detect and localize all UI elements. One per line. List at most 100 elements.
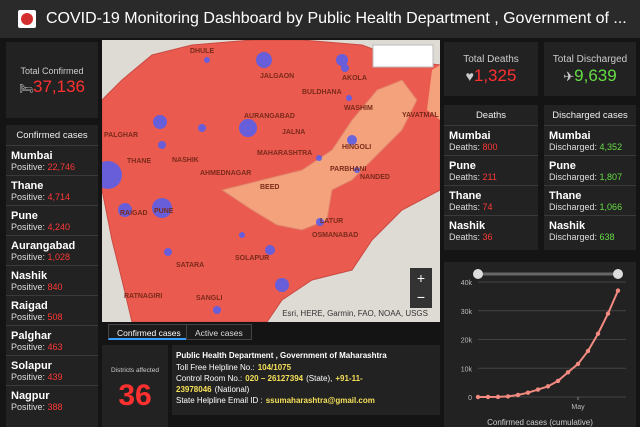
map-label: PARBHANI [330,166,367,173]
map-label: PALGHAR [104,132,139,139]
list-item: Mumbai Discharged: 4,352 [544,125,636,155]
deaths-list: Deaths Mumbai Deaths: 800 Pune Deaths: 211 T… [444,105,538,250]
map-label: RATNAGIRI [124,293,163,300]
item-value: 4,352 [599,142,623,152]
item-label: Positive: [11,372,46,382]
map-canvas: + − [102,40,440,322]
map-label: RAIGAD [120,210,148,217]
map-label: LATUR [320,218,344,225]
point [475,394,481,400]
map-label: PUNE [154,208,174,215]
item-label: Positive: [11,342,46,352]
item-name: Thane [449,190,482,202]
item-name: Nashik [449,220,486,232]
item-name: Thane [549,190,582,202]
info-line: 23978046 (National) [176,385,252,394]
item-value: 4,240 [47,222,71,232]
svg-text:+: + [417,270,425,286]
total-confirmed: Total Confirmed 🛏37,136 [6,42,98,118]
map-label: HINGOLI [342,144,372,151]
item-value: 840 [47,282,63,292]
header-bar: COVID-19 Monitoring Dashboard by Public … [0,0,640,38]
item-detail: Discharged: 1,807 [549,172,631,182]
item-name: Aurangabad [11,240,76,252]
x-tick-label: May [571,404,585,411]
list-item: Thane Discharged: 1,066 [544,185,636,215]
list-item: Pune Discharged: 1,807 [544,155,636,185]
item-name: Pune [549,160,576,172]
item-label: Discharged: [549,202,598,212]
attribution: Esri, HERE, Garmin, FAO, NOAA, USGS [282,309,428,318]
label: Total Discharged [552,54,628,65]
item-name: Nashik [549,220,586,232]
item-detail: Deaths: 800 [449,142,533,152]
item-name: Raigad [11,300,48,312]
item-detail: Positive: 388 [11,402,93,412]
item-value: 463 [47,342,63,352]
value: 36 [118,379,152,412]
item-detail: Deaths: 211 [449,172,533,182]
info-line: Toll Free Helpline No.: 104/1075 [176,363,294,372]
item-value: 22,746 [47,162,76,172]
item-detail: Positive: 439 [11,372,93,382]
map-label: THANE [127,158,152,165]
chart: 0 10k 20k 30k 40k May Confirmed cases (cumulat… [461,269,626,427]
point [495,394,501,400]
item-label: Positive: [11,402,46,412]
item-value: 1,066 [599,202,623,212]
list-item: Nashik Deaths: 36 [444,215,538,245]
item-label: Deaths: [449,142,481,152]
map-label: AKOLA [342,75,367,82]
item-value: 1,028 [47,252,71,262]
item-detail: Deaths: 36 [449,232,533,242]
list-item: Nashik Discharged: 638 [544,215,636,245]
info-text: (State), [306,374,333,383]
map-tab[interactable]: Confirmed cases [108,324,190,340]
item-label: Positive: [11,192,46,202]
list-item: Mumbai Positive: 22,746 [6,145,98,175]
item-detail: Discharged: 1,066 [549,202,631,212]
item-name: Mumbai [11,150,53,162]
item-detail: Discharged: 638 [549,232,631,242]
item-label: Discharged: [549,232,598,242]
map-label: AHMEDNAGAR [200,170,252,177]
point [595,331,601,336]
info-text: (National) [214,385,250,394]
point [605,311,611,316]
point [565,370,571,375]
number: 1,325 [473,66,517,85]
point [615,288,621,293]
chart-title: Confirmed cases (cumulative) [487,418,593,427]
list-items: Mumbai Deaths: 800 Pune Deaths: 211 Thane Dea… [444,125,538,245]
number: 37,136 [32,77,85,96]
map-label: BEED [260,184,280,191]
point [505,394,511,399]
map-tab[interactable]: Active cases [186,324,252,340]
item-value: 211 [482,172,497,182]
map-label: WASHIM [344,105,373,112]
svg-text:−: − [417,289,425,305]
list-item: Nagpur Positive: 388 [6,385,98,415]
header-title: COVID-19 Monitoring Dashboard by Public … [46,10,627,27]
map-label: MAHARASHTRA [257,150,313,157]
list-items: Mumbai Discharged: 4,352 Pune Discharged: 1… [544,125,636,245]
item-label: Deaths: [449,202,481,212]
item-detail: Positive: 508 [11,312,93,322]
map-label: SATARA [176,262,205,269]
y-tick-label: 0 [468,395,472,402]
item-name: Pune [449,160,476,172]
item-value: 439 [47,372,63,382]
item-name: Solapur [11,360,52,372]
map-label: YAVATMAL [402,112,439,119]
point [515,392,521,398]
info-text: +91-11- [335,374,363,383]
y-tick-label: 10k [461,366,473,373]
item-label: Positive: [11,282,46,292]
list-items: Mumbai Positive: 22,746 Thane Positive: 4,7… [6,145,98,415]
info-text: ssumaharashtra@gmail.com [265,396,375,405]
item-name: Pune [11,210,38,222]
item-value: 388 [47,402,63,412]
line [477,290,619,398]
item-value: 4,714 [47,192,71,202]
